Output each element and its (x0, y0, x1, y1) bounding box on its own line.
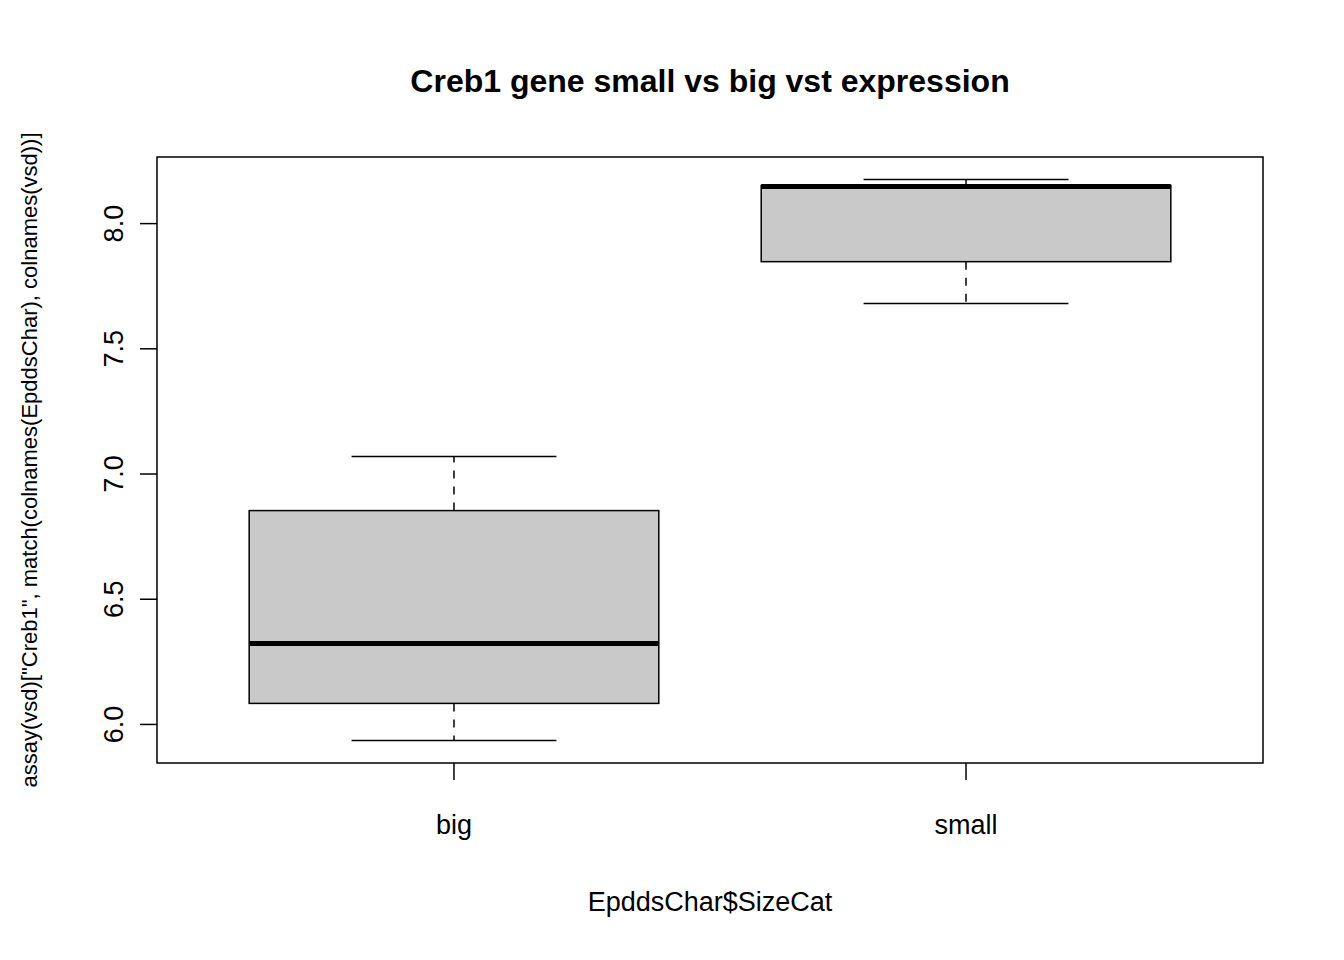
lower-cap (864, 303, 1069, 305)
y-tick (140, 348, 157, 350)
box (761, 186, 1171, 262)
y-tick-label: 8.0 (99, 205, 129, 243)
y-tick-label: 6.0 (99, 706, 129, 744)
y-axis-label: assay(vsd)["Creb1", match(colnames(Epdds… (17, 132, 42, 787)
upper-whisker (453, 456, 455, 510)
median (249, 641, 659, 646)
chart-svg: Creb1 gene small vs big vst expression Ep… (0, 0, 1344, 960)
y-tick (140, 223, 157, 225)
y-tick-label: 7.5 (99, 330, 129, 368)
y-tick-label: 6.5 (99, 580, 129, 618)
y-tick (140, 473, 157, 475)
lower-cap (352, 740, 557, 742)
chart-container: Creb1 gene small vs big vst expression Ep… (0, 0, 1344, 960)
plot-frame (157, 157, 1263, 763)
x-axis-label: EpddsChar$SizeCat (588, 887, 833, 917)
title: Creb1 gene small vs big vst expression (410, 63, 1009, 99)
y-tick-label: 7.0 (99, 455, 129, 493)
box (249, 511, 659, 704)
lower-whisker (453, 703, 455, 740)
x-tick (965, 763, 967, 780)
upper-cap (864, 179, 1069, 181)
x-tick (453, 763, 455, 780)
median (761, 184, 1171, 189)
boxes (249, 180, 1171, 741)
y-tick (140, 598, 157, 600)
upper-cap (352, 456, 557, 458)
x-tick-label: small (935, 810, 998, 840)
lower-whisker (965, 262, 967, 304)
y-tick (140, 724, 157, 726)
x-tick-label: big (436, 810, 472, 840)
